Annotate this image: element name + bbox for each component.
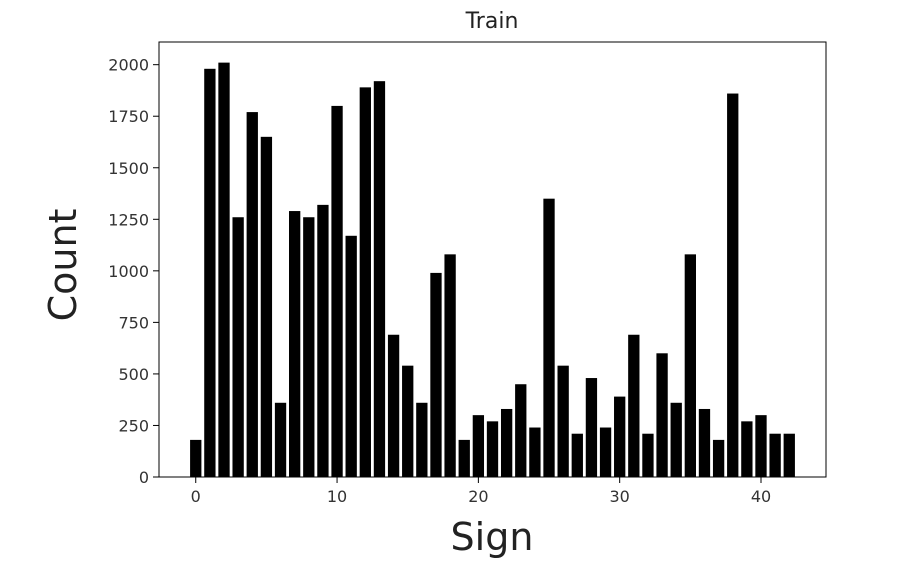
bar-sign-26 (557, 365, 569, 477)
bar-sign-2 (218, 62, 230, 478)
chart-title: Train (465, 9, 519, 34)
bar-sign-5 (260, 136, 273, 477)
y-tick-label-1000: 1000 (108, 262, 149, 281)
bar-sign-32 (642, 433, 654, 477)
y-tick-label-1500: 1500 (108, 159, 149, 178)
bar-sign-3 (232, 217, 244, 478)
bar-sign-34 (670, 402, 682, 477)
bar-sign-8 (303, 217, 315, 478)
y-axis-ticks: 0 250 500 750 1000 1250 1500 1750 2000 (108, 56, 159, 487)
y-tick-label-1750: 1750 (108, 107, 149, 126)
y-tick-label-0: 0 (139, 468, 149, 487)
x-tick-label-30: 30 (610, 487, 630, 506)
bar-sign-13 (373, 81, 386, 478)
x-tick-label-20: 20 (468, 487, 488, 506)
bar-sign-16 (416, 402, 428, 477)
bar-sign-33 (656, 353, 668, 477)
bar-sign-24 (529, 427, 541, 477)
y-tick-label-1250: 1250 (108, 210, 149, 229)
bar-sign-27 (571, 433, 583, 477)
bar-sign-20 (472, 415, 485, 477)
bar-sign-19 (458, 439, 470, 477)
plot-frame (158, 41, 827, 478)
bar-sign-6 (274, 402, 287, 477)
bar-sign-18 (444, 254, 456, 477)
bar-sign-40 (755, 415, 767, 477)
bar-sign-25 (543, 198, 555, 477)
bar-sign-42 (783, 433, 795, 477)
x-tick-label-40: 40 (751, 487, 771, 506)
bar-sign-38 (727, 93, 739, 477)
bar-sign-28 (585, 378, 598, 477)
x-tick-label-0: 0 (191, 487, 201, 506)
bars (190, 62, 795, 478)
bar-sign-23 (515, 384, 527, 477)
y-tick-label-2000: 2000 (108, 56, 149, 75)
y-tick-label-500: 500 (118, 365, 149, 384)
y-tick-label-750: 750 (118, 313, 149, 332)
bar-sign-1 (204, 68, 216, 478)
bar-sign-4 (246, 112, 258, 477)
y-axis-label: Count (41, 209, 85, 322)
bar-sign-9 (317, 204, 329, 477)
bar-sign-11 (345, 235, 357, 477)
x-axis-label: Sign (451, 515, 534, 559)
bar-sign-15 (402, 365, 414, 477)
bar-sign-10 (331, 105, 343, 477)
bar-sign-7 (289, 211, 301, 478)
bar-sign-21 (486, 421, 499, 477)
bar-sign-36 (698, 408, 711, 477)
bar-sign-0 (190, 439, 202, 477)
bar-sign-37 (712, 439, 725, 477)
x-axis-ticks: 0 10 20 30 40 (191, 477, 771, 506)
bar-sign-22 (500, 408, 513, 477)
y-tick-label-250: 250 (118, 416, 149, 435)
bar-sign-29 (599, 427, 612, 477)
bar-sign-35 (684, 254, 696, 477)
bar-sign-31 (628, 334, 640, 477)
bar-sign-30 (614, 396, 626, 477)
bar-sign-12 (359, 87, 371, 478)
x-tick-label-10: 10 (327, 487, 347, 506)
bar-sign-17 (430, 272, 442, 477)
bar-sign-41 (769, 433, 781, 477)
bar-sign-14 (387, 334, 400, 477)
bar-sign-39 (741, 421, 753, 477)
